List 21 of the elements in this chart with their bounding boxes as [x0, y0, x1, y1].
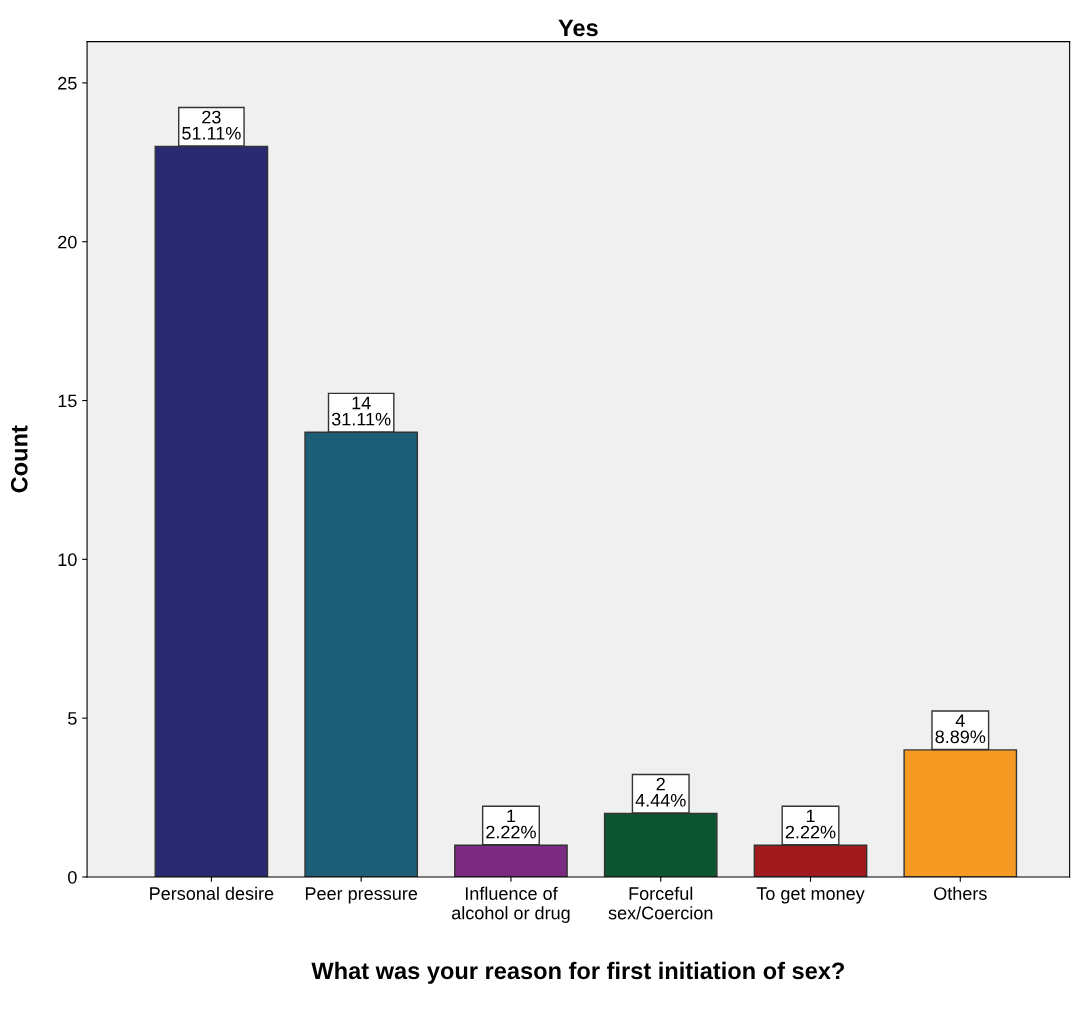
y-axis-title: Count — [10, 425, 28, 493]
y-tick-label: 5 — [68, 712, 77, 725]
y-tick-label: 0 — [68, 870, 77, 884]
data-label: 23 51.11% — [182, 110, 241, 140]
chart-title: Yes — [558, 19, 598, 37]
x-tick-label: Forceful sex/Coercion — [608, 886, 713, 920]
x-tick-label: To get money — [756, 887, 865, 904]
data-label: 14 31.11% — [331, 396, 391, 426]
y-tick-label: 20 — [58, 235, 77, 249]
data-label: 2 4.44% — [635, 777, 686, 807]
x-tick-label: Personal desire — [150, 886, 274, 900]
x-axis-title: What was your reason for first initiation of sex? — [311, 961, 844, 984]
x-tick-label: Influence of alcohol or drug — [452, 886, 570, 923]
data-label: 1 2.22% — [486, 809, 536, 839]
x-tick-label: Others — [934, 886, 987, 900]
data-label: 4 8.89% — [935, 714, 986, 744]
y-tick-label: 15 — [58, 394, 77, 408]
x-tick-label: Peer pressure — [305, 887, 418, 904]
y-tick-label: 10 — [58, 553, 77, 567]
y-tick-label: 25 — [58, 76, 77, 90]
data-label: 1 2.22% — [785, 809, 836, 839]
